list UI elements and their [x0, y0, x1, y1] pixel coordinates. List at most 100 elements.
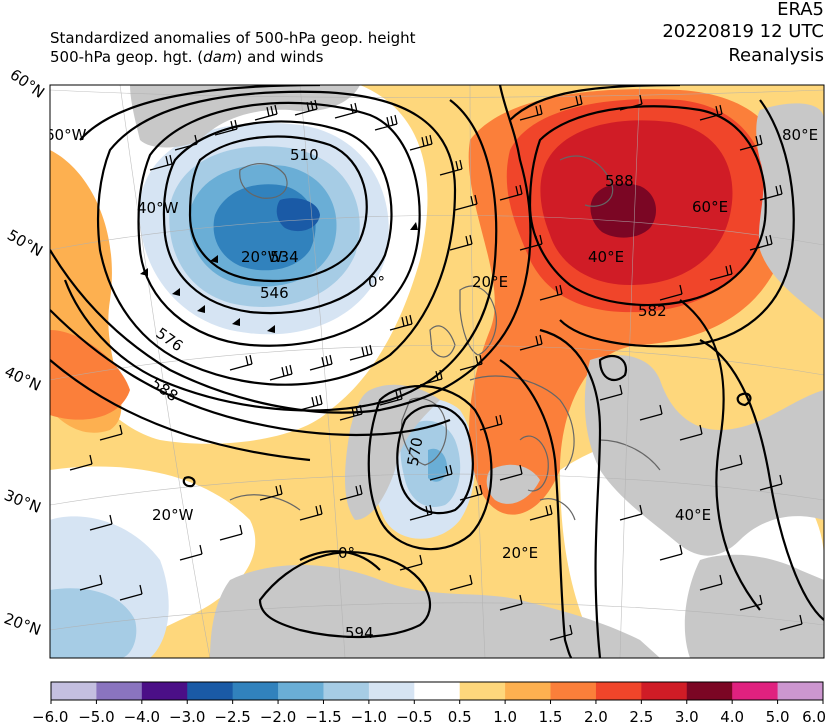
colorbar-swatch [641, 682, 688, 700]
contour-label-546: 546 [260, 284, 289, 302]
wind-barb-staff [739, 603, 763, 611]
wind-barb-feather [469, 574, 473, 585]
colorbar-swatch [323, 682, 370, 700]
wind-barb-staff [499, 603, 523, 611]
wind-barb-feather [475, 485, 479, 496]
wind-barb-feather [499, 414, 503, 425]
wind-barb-feather [459, 159, 463, 170]
wind-barb-feather [319, 504, 323, 515]
wind-barb-feather [359, 404, 363, 415]
colorbar-tick-label: −0.5 [396, 708, 432, 724]
wind-barb-staff [549, 633, 573, 641]
colorbar-swatch [550, 682, 597, 700]
wind-barb-staff [219, 533, 243, 541]
wind-barb-feather [306, 102, 310, 112]
wind-barb-feather [435, 370, 439, 381]
wind-barb-feather [365, 345, 369, 356]
lon-label-20e-lower: 20°E [502, 544, 538, 562]
wind-barb-feather [535, 335, 539, 346]
wind-barb-feather [445, 465, 449, 476]
wind-barb-feather [519, 464, 523, 475]
colorbar-tick-label: −3.0 [169, 708, 205, 724]
datetime-label: 20220819 12 UTC [662, 21, 824, 42]
lon-label-80e: 80°E [782, 126, 818, 144]
wind-barb-staff [639, 413, 663, 421]
anomaly-positive-west-core [50, 330, 130, 420]
lon-label-40w: 40°W [137, 199, 179, 217]
front-markers [140, 222, 418, 333]
wind-barb-feather [245, 355, 249, 366]
wind-barb-staff [659, 293, 683, 301]
wind-barb-feather [535, 105, 539, 116]
wind-barb-feather [359, 484, 363, 495]
wind-barb-feather [390, 115, 394, 126]
wind-barb-feather [719, 104, 723, 115]
colorbar-swatch [459, 682, 506, 700]
colorbar-swatch [505, 682, 552, 700]
wind-barb-staff [619, 513, 643, 521]
wind-barb-feather [465, 235, 469, 246]
colorbar-tick-label: 1.5 [539, 708, 563, 724]
wind-barb-feather [679, 544, 683, 555]
colorbar-tick-label: −2.5 [214, 708, 250, 724]
wind-barb-feather [515, 185, 519, 196]
wind-barb-feather [575, 95, 579, 106]
wind-barb-feather [311, 397, 315, 407]
wind-barb-feather [559, 284, 563, 295]
wind-barb-feather [419, 554, 423, 565]
wind-barb-staff [179, 553, 203, 561]
wind-barb-staff [89, 523, 113, 531]
wind-barb-feather [779, 184, 783, 195]
colorbar-tick-label: −4.0 [124, 708, 160, 724]
wind-barb-feather [165, 155, 169, 166]
wind-barb-staff [699, 583, 723, 591]
wind-barb-feather [539, 234, 543, 245]
wind-barb-feather [779, 474, 783, 485]
wind-barb-feather [449, 464, 453, 475]
masked-iberia [345, 384, 440, 520]
wind-barb-feather [429, 504, 433, 515]
wind-barb-feather [109, 514, 113, 525]
wind-barb-feather [321, 357, 325, 367]
wind-barb-feather [699, 424, 703, 435]
lat-label-40n: 40°N [2, 363, 44, 395]
wind-barb-feather [569, 624, 573, 635]
wind-barb-feather [535, 235, 539, 246]
wind-barb-staff [99, 433, 123, 441]
colorbar-swatch [686, 682, 733, 700]
colorbar-tick-label: −6.0 [32, 708, 68, 724]
wind-barb-feather [394, 114, 398, 125]
contour-label-570: 570 [404, 436, 427, 467]
wind-barb-feather [725, 265, 729, 276]
wind-barb-feather [519, 184, 523, 195]
wind-barb-feather [429, 134, 433, 145]
wind-barb-feather [270, 105, 274, 116]
colorbar-tick-label: 2.0 [584, 708, 608, 724]
lon-label-40e-lower: 40°E [675, 506, 711, 524]
wind-barb-feather [275, 485, 279, 496]
wind-barb-feather [759, 594, 763, 605]
wind-barb-feather [194, 134, 198, 145]
wind-barb-feather [230, 120, 234, 131]
wind-barb-feather [474, 194, 478, 205]
wind-barb-staff [69, 463, 93, 471]
wind-barb-staff [499, 473, 523, 481]
colorbar-tick-label: −1.5 [305, 708, 341, 724]
wind-barb-feather [395, 390, 399, 401]
wind-barb-feather [315, 395, 319, 406]
wind-barb-feather [386, 117, 390, 127]
lon-label-0-lower: 0° [338, 544, 355, 562]
masked-greenland [130, 85, 360, 148]
wind-barbs [69, 94, 803, 641]
wind-barb-feather [319, 394, 323, 405]
coastlines [229, 155, 661, 521]
wind-barb-feather [421, 137, 425, 147]
lat-label-50n: 50°N [4, 226, 46, 260]
colorbar-tick-label: 3.0 [675, 708, 699, 724]
wind-barb-feather [285, 365, 289, 376]
wind-barb-staff [619, 103, 643, 111]
lon-label-60w: 60°W [45, 126, 87, 144]
colorbar-swatch [141, 682, 188, 700]
wind-barb-feather [425, 135, 429, 146]
wind-barb-feather [479, 354, 483, 365]
